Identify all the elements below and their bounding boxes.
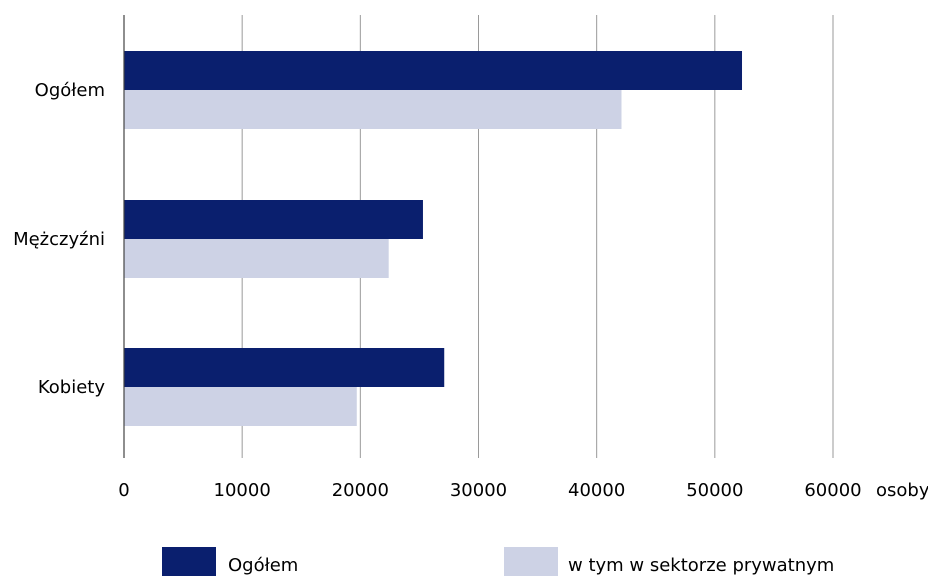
bar-ogolem [124,200,423,239]
x-tick-label: 20000 [332,480,389,501]
bar-sektor-prywatny [124,387,357,426]
x-tick-label: 10000 [214,480,271,501]
category-labels: Ogółem Mężczyźni Kobiety [13,80,105,398]
x-tick-label: 40000 [568,480,625,501]
x-tick-label: 50000 [686,480,743,501]
x-tick-label: 0 [118,480,129,501]
category-label: Kobiety [38,377,105,398]
bar-ogolem [124,51,743,90]
legend: Ogółem w tym w sektorze prywatnym [162,547,834,576]
category-label: Mężczyźni [13,229,105,250]
bars [124,51,743,426]
bar-sektor-prywatny [124,239,389,278]
x-axis-tick-labels: 0 10000 20000 30000 40000 50000 60000 osoby [118,480,928,501]
bar-sektor-prywatny [124,90,622,129]
legend-swatch [162,547,216,576]
category-label: Ogółem [35,80,105,101]
legend-label: Ogółem [228,555,298,576]
x-tick-label: 30000 [450,480,507,501]
x-axis-unit-label: osoby [876,480,928,501]
legend-swatch [504,547,558,576]
bar-ogolem [124,348,445,387]
x-tick-label: 60000 [804,480,861,501]
legend-label: w tym w sektorze prywatnym [568,555,834,576]
